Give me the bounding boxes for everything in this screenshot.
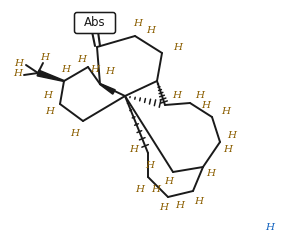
- Text: H: H: [130, 145, 139, 154]
- Text: H: H: [61, 64, 70, 73]
- Text: H: H: [90, 66, 99, 75]
- Text: H: H: [173, 90, 182, 99]
- Text: H: H: [77, 54, 86, 63]
- Text: H: H: [44, 92, 52, 101]
- Text: H: H: [135, 184, 144, 193]
- Text: H: H: [146, 160, 155, 170]
- Text: H: H: [133, 19, 142, 28]
- Text: H: H: [266, 224, 275, 233]
- Text: H: H: [146, 26, 155, 35]
- Text: H: H: [106, 68, 115, 77]
- Text: H: H: [151, 184, 160, 193]
- FancyBboxPatch shape: [75, 12, 115, 34]
- Text: H: H: [164, 177, 173, 186]
- Text: H: H: [175, 200, 184, 209]
- Text: H: H: [202, 101, 211, 110]
- Text: H: H: [227, 131, 237, 140]
- Polygon shape: [100, 84, 115, 94]
- Text: H: H: [70, 129, 79, 138]
- Text: H: H: [224, 146, 233, 155]
- Text: H: H: [14, 69, 23, 78]
- Text: H: H: [41, 52, 50, 61]
- Text: H: H: [195, 197, 204, 206]
- Text: H: H: [160, 202, 168, 211]
- Text: H: H: [14, 60, 23, 69]
- Text: H: H: [195, 90, 204, 99]
- Text: H: H: [222, 107, 231, 116]
- Text: H: H: [46, 107, 55, 116]
- Text: H: H: [173, 43, 182, 52]
- Polygon shape: [37, 70, 64, 81]
- Text: H: H: [206, 168, 215, 177]
- Text: Abs: Abs: [84, 17, 106, 29]
